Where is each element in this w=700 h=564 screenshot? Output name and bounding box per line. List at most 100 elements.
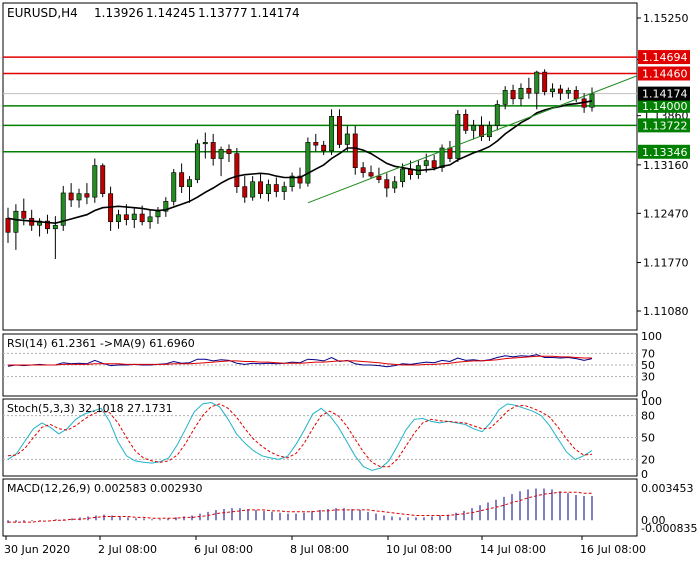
price-tick-label: 1.15250: [643, 12, 689, 25]
candle-body: [479, 125, 484, 138]
candle-body: [494, 104, 500, 126]
stoch-tick-label: 20: [641, 453, 655, 466]
current-price-label: 1.14174: [642, 88, 688, 101]
candle-body: [131, 213, 137, 220]
macd-tick-label: 0.003453: [641, 482, 694, 495]
stoch-series-line: [7, 401, 593, 471]
candle-body: [423, 160, 429, 166]
stoch-series-line: [7, 403, 593, 468]
macd-panel: [2, 478, 638, 537]
level-label: 1.13346: [642, 146, 688, 159]
rsi-tick-label: 30: [641, 371, 655, 384]
candle-body: [510, 90, 516, 100]
time-tick-label: 16 Jul 08:00: [580, 543, 646, 556]
candle-body: [68, 192, 74, 201]
current-price-tag: [638, 86, 690, 101]
candle-body: [179, 172, 185, 187]
candle-body: [550, 88, 556, 93]
level-tag: [638, 50, 690, 65]
candle-body: [226, 149, 232, 154]
price-tick-label: 1.12470: [643, 207, 689, 220]
open-value: 1.13926: [94, 6, 144, 20]
candle-body: [163, 201, 169, 212]
price-tick-label: 1.11080: [643, 305, 689, 318]
candle-body: [116, 214, 121, 223]
level-label: 1.14694: [642, 51, 688, 64]
level-label: 1.13722: [642, 119, 688, 132]
candle-body: [321, 144, 327, 152]
candle-body: [100, 165, 106, 194]
price-tick-label: 1.13160: [643, 159, 689, 172]
stoch-tick-label: 50: [641, 432, 655, 445]
macd-tick-label: -0.000835: [641, 522, 697, 535]
candle-body: [234, 153, 240, 187]
candle-body: [52, 224, 58, 230]
level-label: 1.14460: [642, 68, 688, 81]
time-tick-label: 8 Jul 08:00: [290, 543, 349, 556]
candle-body: [147, 216, 153, 223]
candle-body: [336, 116, 342, 145]
moving-average-line: [7, 100, 593, 225]
time-tick-label: 2 Jul 08:00: [98, 543, 157, 556]
candle-body: [518, 87, 524, 100]
price-tick-label: 1.11770: [643, 257, 689, 270]
candle-body: [376, 175, 382, 180]
macd-tick-label: 0.00: [641, 514, 666, 527]
candle-body: [502, 90, 508, 105]
candle-body: [534, 71, 540, 94]
candle-body: [155, 210, 161, 218]
rsi-label: RSI(14) 61.2361 ->MA(9) 61.6960: [7, 337, 195, 350]
symbol-label: EURUSD,H4: [7, 6, 78, 20]
candle-body: [44, 220, 50, 230]
candle-body: [281, 186, 287, 192]
candle-body: [344, 133, 350, 145]
high-value: 1.14245: [146, 6, 196, 20]
candle-body: [171, 172, 177, 202]
candle-body: [242, 186, 248, 198]
time-tick-label: 14 Jul 08:00: [480, 543, 546, 556]
level-tag: [638, 98, 690, 113]
candle-body: [431, 160, 437, 168]
candle-body: [392, 181, 398, 189]
macd-signal-line: [8, 491, 592, 523]
candle-body: [297, 175, 303, 184]
candle-body: [92, 165, 98, 198]
candle-body: [368, 172, 374, 177]
candle-body: [329, 116, 335, 152]
candle-body: [557, 88, 563, 94]
candle-body: [194, 143, 200, 180]
rsi-series-line: [8, 355, 592, 366]
candle-body: [258, 181, 264, 194]
level-tag: [638, 66, 690, 81]
rsi-tick-label: 0: [641, 388, 648, 401]
candle-body: [202, 142, 208, 145]
rsi-tick-label: 70: [641, 347, 655, 360]
macd-label: MACD(12,26,9) 0.002583 0.002930: [7, 482, 203, 495]
low-value: 1.13777: [198, 6, 248, 20]
candle-body: [187, 179, 192, 187]
stoch-tick-label: 100: [641, 395, 662, 408]
candle-body: [305, 142, 311, 184]
time-tick-label: 30 Jun 2020: [4, 543, 70, 556]
candle-body: [542, 71, 548, 93]
time-tick-label: 10 Jul 08:00: [386, 543, 452, 556]
rsi-tick-label: 50: [641, 359, 655, 372]
candle-body: [463, 113, 469, 131]
candle-body: [471, 125, 477, 131]
candle-body: [250, 181, 256, 198]
candle-body: [265, 184, 271, 194]
level-tag: [638, 144, 690, 159]
candle-body: [573, 90, 579, 100]
candle-body: [5, 217, 11, 233]
level-label: 1.14000: [642, 100, 688, 113]
close-value: 1.14174: [250, 6, 300, 20]
rsi-tick-label: 100: [641, 330, 662, 343]
candle-body: [352, 133, 358, 168]
candle-body: [13, 210, 19, 233]
time-tick-label: 6 Jul 08:00: [194, 543, 253, 556]
level-tag: [638, 118, 690, 133]
candle-body: [360, 167, 366, 173]
candle-body: [447, 147, 453, 159]
candle-body: [526, 87, 532, 94]
